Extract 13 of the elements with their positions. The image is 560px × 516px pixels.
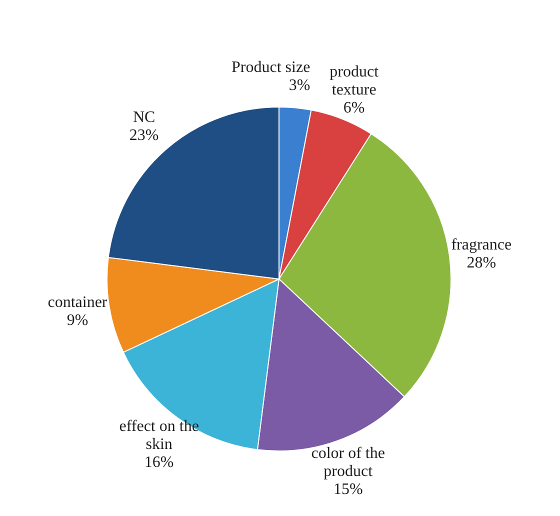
data-label: 28% [466, 254, 496, 271]
data-label: 23% [129, 126, 159, 144]
data-label: 6% [343, 98, 365, 116]
slice-label: product texture [330, 62, 380, 98]
data-label: 9% [66, 311, 88, 328]
slice-label: fragrance [451, 236, 512, 253]
slice-label: container [48, 293, 108, 310]
data-label: 15% [333, 480, 363, 498]
data-label: 3% [288, 76, 310, 94]
data-label: 16% [144, 454, 174, 471]
slice-label: Product size [232, 58, 310, 76]
slice-label: color of the product [311, 444, 385, 480]
slice-label: NC [132, 108, 156, 126]
